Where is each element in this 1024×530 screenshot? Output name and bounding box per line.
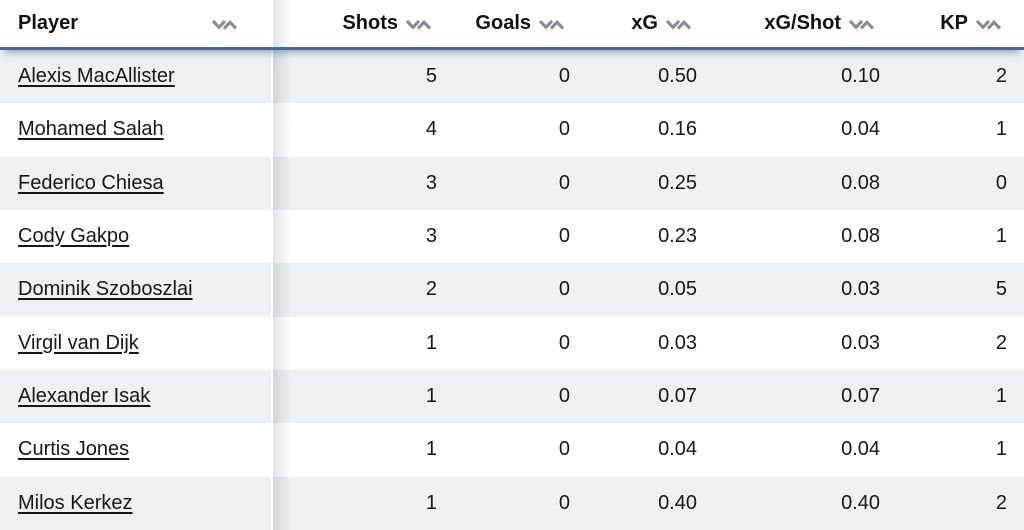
stat-cell: 2 xyxy=(995,331,1007,354)
table-row: Alexander Isak 1 0 0.07 0.07 1 xyxy=(0,369,1024,424)
player-link[interactable]: Cody Gakpo xyxy=(18,225,130,248)
stat-cell: 4 xyxy=(425,118,437,141)
stat-cell: 1 xyxy=(425,385,437,408)
sort-chevrons-icon[interactable] xyxy=(975,18,1002,31)
sort-chevrons-icon[interactable] xyxy=(405,18,432,31)
player-link[interactable]: Mohamed Salah xyxy=(18,118,164,141)
column-header-kp[interactable]: KP xyxy=(897,0,1024,47)
stat-cell: 0 xyxy=(558,438,570,461)
stat-cell: 0 xyxy=(995,171,1007,194)
sort-chevrons-icon[interactable] xyxy=(665,18,692,31)
sort-chevrons-icon[interactable] xyxy=(848,18,875,31)
table-row: Dominik Szoboszlai 2 0 0.05 0.03 5 xyxy=(0,263,1024,317)
stat-cell: 0.40 xyxy=(841,491,880,514)
column-header-label: Goals xyxy=(475,12,531,34)
stat-cell: 0.50 xyxy=(658,65,697,88)
stat-cell: 0.16 xyxy=(658,118,697,141)
stat-cell: 5 xyxy=(425,65,437,88)
stat-cell: 0.08 xyxy=(841,225,880,248)
stat-cell: 0.07 xyxy=(658,385,697,408)
player-cell: Cody Gakpo xyxy=(0,209,291,264)
table-row: Alexis MacAllister 5 0 0.50 0.10 2 xyxy=(0,50,1024,104)
table-row: Curtis Jones 1 0 0.04 0.04 1 xyxy=(0,423,1024,477)
stat-cell: 0 xyxy=(558,65,570,88)
table-row: Federico Chiesa 3 0 0.25 0.08 0 xyxy=(0,156,1024,211)
column-header-xg[interactable]: xG xyxy=(587,0,714,47)
table-row: Cody Gakpo 3 0 0.23 0.08 1 xyxy=(0,209,1024,264)
player-link[interactable]: Virgil van Dijk xyxy=(18,331,139,354)
stat-cell: 0.23 xyxy=(658,225,697,248)
stat-cell: 1 xyxy=(995,385,1007,408)
player-link[interactable]: Dominik Szoboszlai xyxy=(18,278,193,301)
stat-cell: 0 xyxy=(558,225,570,248)
column-header-label: KP xyxy=(940,12,968,34)
player-link[interactable]: Curtis Jones xyxy=(18,438,130,461)
column-header-label: Player xyxy=(18,12,79,34)
player-cell: Curtis Jones xyxy=(0,423,291,477)
table-body: Alexis MacAllister 5 0 0.50 0.10 2 Mohamed Sal… xyxy=(0,50,1024,530)
stat-cell: 0 xyxy=(558,118,570,141)
stat-cell: 3 xyxy=(425,171,437,194)
stat-cell: 1 xyxy=(425,491,437,514)
sort-chevrons-icon[interactable] xyxy=(538,18,565,31)
table-header-row: Player Shots Goals xG xG/Shot KP xyxy=(0,0,1024,50)
column-header-shots[interactable]: Shots xyxy=(273,0,454,47)
player-cell: Virgil van Dijk xyxy=(0,316,291,371)
player-cell: Alexander Isak xyxy=(0,369,291,424)
stat-cell: 0.04 xyxy=(841,118,880,141)
player-cell: Milos Kerkez xyxy=(0,476,291,530)
stat-cell: 1 xyxy=(425,331,437,354)
stat-cell: 1 xyxy=(995,118,1007,141)
stat-cell: 0.40 xyxy=(658,491,697,514)
table-row: Milos Kerkez 1 0 0.40 0.40 2 xyxy=(0,476,1024,530)
stat-cell: 1 xyxy=(995,438,1007,461)
stat-cell: 1 xyxy=(995,225,1007,248)
player-link[interactable]: Milos Kerkez xyxy=(18,491,133,514)
player-cell: Alexis MacAllister xyxy=(0,50,291,104)
stat-cell: 5 xyxy=(995,278,1007,301)
stat-cell: 0.04 xyxy=(841,438,880,461)
stat-cell: 0.03 xyxy=(841,278,880,301)
stat-cell: 1 xyxy=(425,438,437,461)
table-row: Virgil van Dijk 1 0 0.03 0.03 2 xyxy=(0,316,1024,371)
stat-cell: 0.03 xyxy=(658,331,697,354)
column-header-label: xG/Shot xyxy=(764,12,841,34)
player-cell: Dominik Szoboszlai xyxy=(0,263,291,317)
column-header-xg-shot[interactable]: xG/Shot xyxy=(714,0,897,47)
stat-cell: 0 xyxy=(558,171,570,194)
stat-cell: 0.10 xyxy=(841,65,880,88)
player-cell: Mohamed Salah xyxy=(0,103,291,157)
column-header-player[interactable]: Player xyxy=(0,0,291,47)
stat-cell: 0.05 xyxy=(658,278,697,301)
table-row: Mohamed Salah 4 0 0.16 0.04 1 xyxy=(0,103,1024,157)
stat-cell: 0 xyxy=(558,331,570,354)
stat-cell: 2 xyxy=(425,278,437,301)
player-link[interactable]: Alexis MacAllister xyxy=(18,65,175,88)
stat-cell: 0.07 xyxy=(841,385,880,408)
stat-cell: 3 xyxy=(425,225,437,248)
column-header-goals[interactable]: Goals xyxy=(454,0,587,47)
stat-cell: 0 xyxy=(558,385,570,408)
stat-cell: 0 xyxy=(558,278,570,301)
sort-chevrons-icon[interactable] xyxy=(211,18,238,31)
player-cell: Federico Chiesa xyxy=(0,156,291,211)
player-link[interactable]: Federico Chiesa xyxy=(18,171,164,194)
stat-cell: 0.04 xyxy=(658,438,697,461)
stat-cell: 0.25 xyxy=(658,171,697,194)
column-header-label: xG xyxy=(631,12,658,34)
column-header-label: Shots xyxy=(342,12,398,34)
stat-cell: 0.08 xyxy=(841,171,880,194)
stat-cell: 2 xyxy=(995,491,1007,514)
stat-cell: 0.03 xyxy=(841,331,880,354)
stat-cell: 0 xyxy=(558,491,570,514)
player-link[interactable]: Alexander Isak xyxy=(18,385,151,408)
stat-cell: 2 xyxy=(995,65,1007,88)
